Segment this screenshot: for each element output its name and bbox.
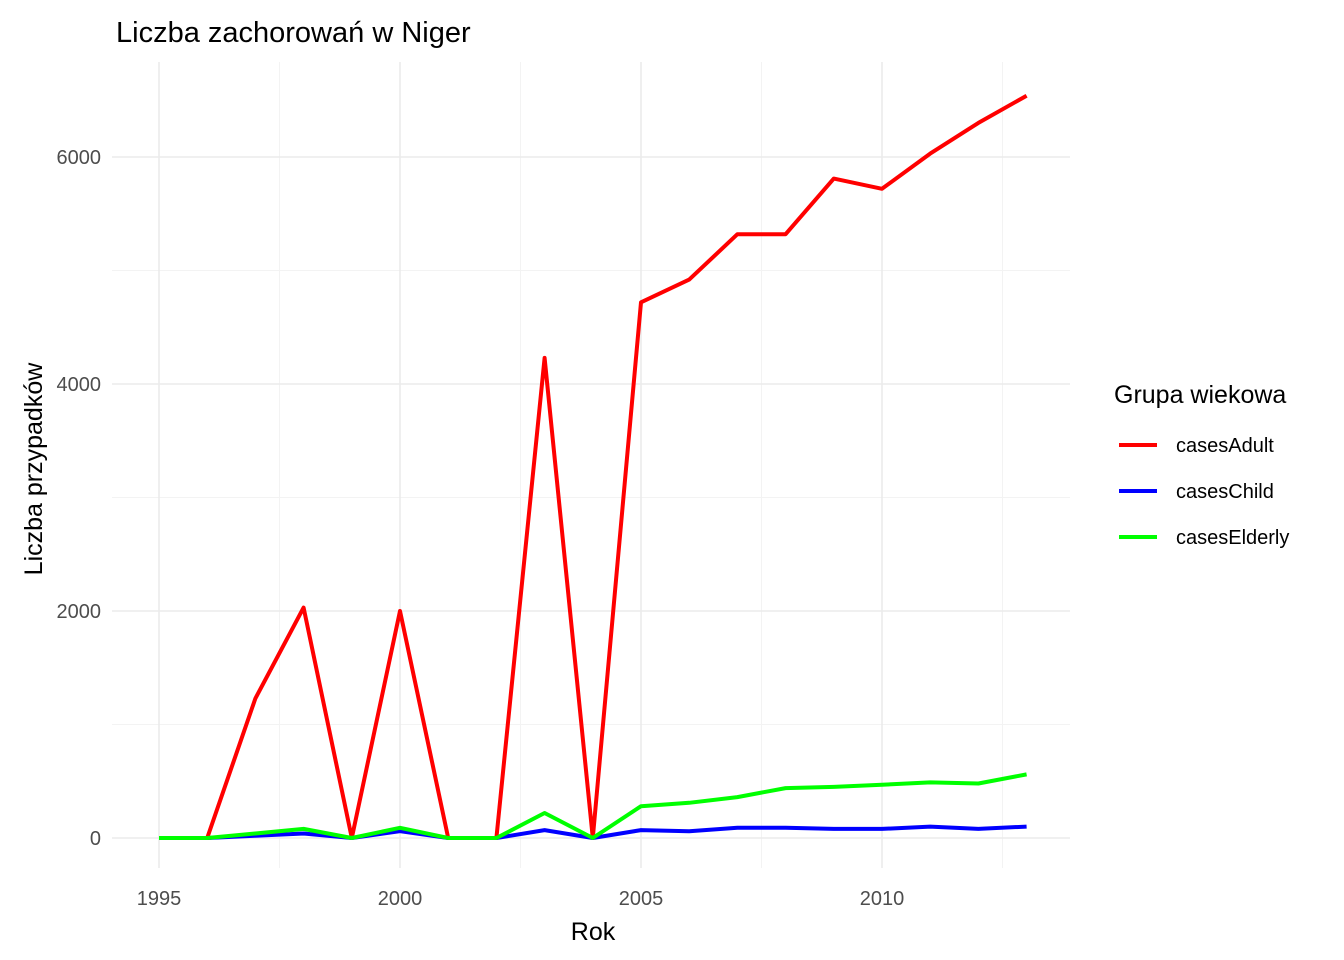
y-tick-label: 4000 (57, 374, 102, 396)
x-tick-label: 1995 (137, 888, 182, 910)
x-tick-label: 2005 (619, 888, 664, 910)
legend-item-casesElderly: casesElderly (1119, 527, 1289, 549)
y-tick-label: 6000 (57, 147, 102, 169)
series-line-casesAdult (159, 93, 1028, 840)
x-axis-title: Rok (571, 918, 616, 946)
y-axis-title: Liczba przypadków (20, 362, 48, 576)
legend-items: casesAdult casesChild casesElderly (1119, 435, 1289, 549)
legend-label: casesChild (1176, 481, 1274, 503)
legend-title: Grupa wiekowa (1114, 381, 1286, 409)
y-tick-label: 2000 (57, 601, 102, 623)
legend-label: casesElderly (1176, 527, 1289, 549)
chart-title: Liczba zachorowań w Niger (116, 17, 471, 49)
y-tick-label: 0 (90, 828, 101, 850)
legend: Grupa wiekowa casesAdult casesChild casesE… (1114, 381, 1289, 549)
tick-labels: 1995 2000 2005 2010 0 2000 4000 6000 (57, 147, 905, 910)
legend-item-casesAdult: casesAdult (1119, 435, 1274, 457)
grid-lines (112, 62, 1070, 868)
x-tick-label: 2010 (860, 888, 905, 910)
legend-label: casesAdult (1176, 435, 1274, 457)
series-line-casesElderly (159, 772, 1027, 840)
x-tick-label: 2000 (378, 888, 423, 910)
legend-item-casesChild: casesChild (1119, 481, 1274, 503)
series-lines (159, 93, 1028, 840)
